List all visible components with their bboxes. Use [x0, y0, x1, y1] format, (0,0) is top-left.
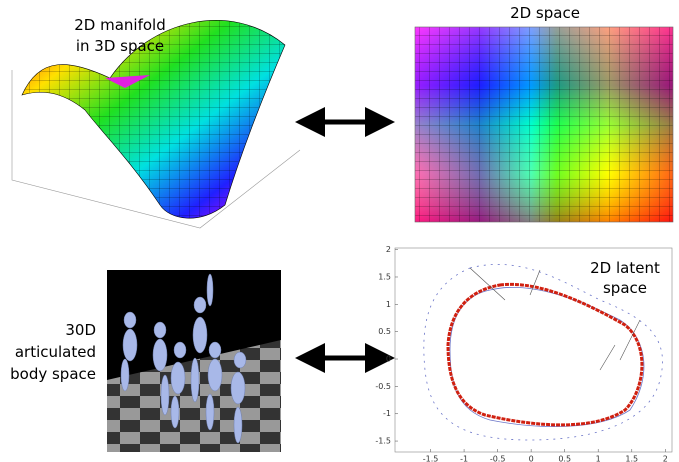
x-tick-label: -1.5 — [423, 455, 439, 462]
y-tick-label: -1 — [383, 409, 391, 418]
x-tick-label: 2 — [663, 455, 668, 462]
figure: 2D manifold in 3D space 2D space 30D art… — [0, 0, 679, 462]
panel-label: articulated — [15, 343, 96, 361]
y-tick-label: -0.5 — [375, 382, 391, 391]
y-tick-label: 0.5 — [378, 327, 391, 336]
body-panel — [107, 270, 281, 452]
x-tick-label: 0 — [529, 455, 534, 462]
x-tick-label: 0.5 — [558, 455, 571, 462]
y-tick-label: 1.5 — [378, 272, 391, 281]
panel-label: 30D — [65, 321, 96, 339]
x-tick-label: 1 — [596, 455, 601, 462]
panel-label: in 3D space — [76, 37, 164, 55]
y-tick-label: 2 — [386, 245, 391, 254]
y-tick-label: 0 — [386, 355, 391, 364]
y-tick-label: 1 — [386, 300, 391, 309]
panel-label: space — [603, 279, 647, 297]
x-tick-label: 1.5 — [625, 455, 638, 462]
panel-label: 2D latent — [590, 259, 660, 277]
x-tick-label: -0.5 — [490, 455, 506, 462]
x-tick-label: -1 — [460, 455, 468, 462]
panel-label: 2D manifold — [74, 16, 166, 34]
space-panel — [415, 27, 673, 222]
y-tick-label: -1.5 — [375, 437, 391, 446]
panel-label: 2D space — [510, 4, 580, 22]
panel-label: body space — [10, 365, 96, 383]
